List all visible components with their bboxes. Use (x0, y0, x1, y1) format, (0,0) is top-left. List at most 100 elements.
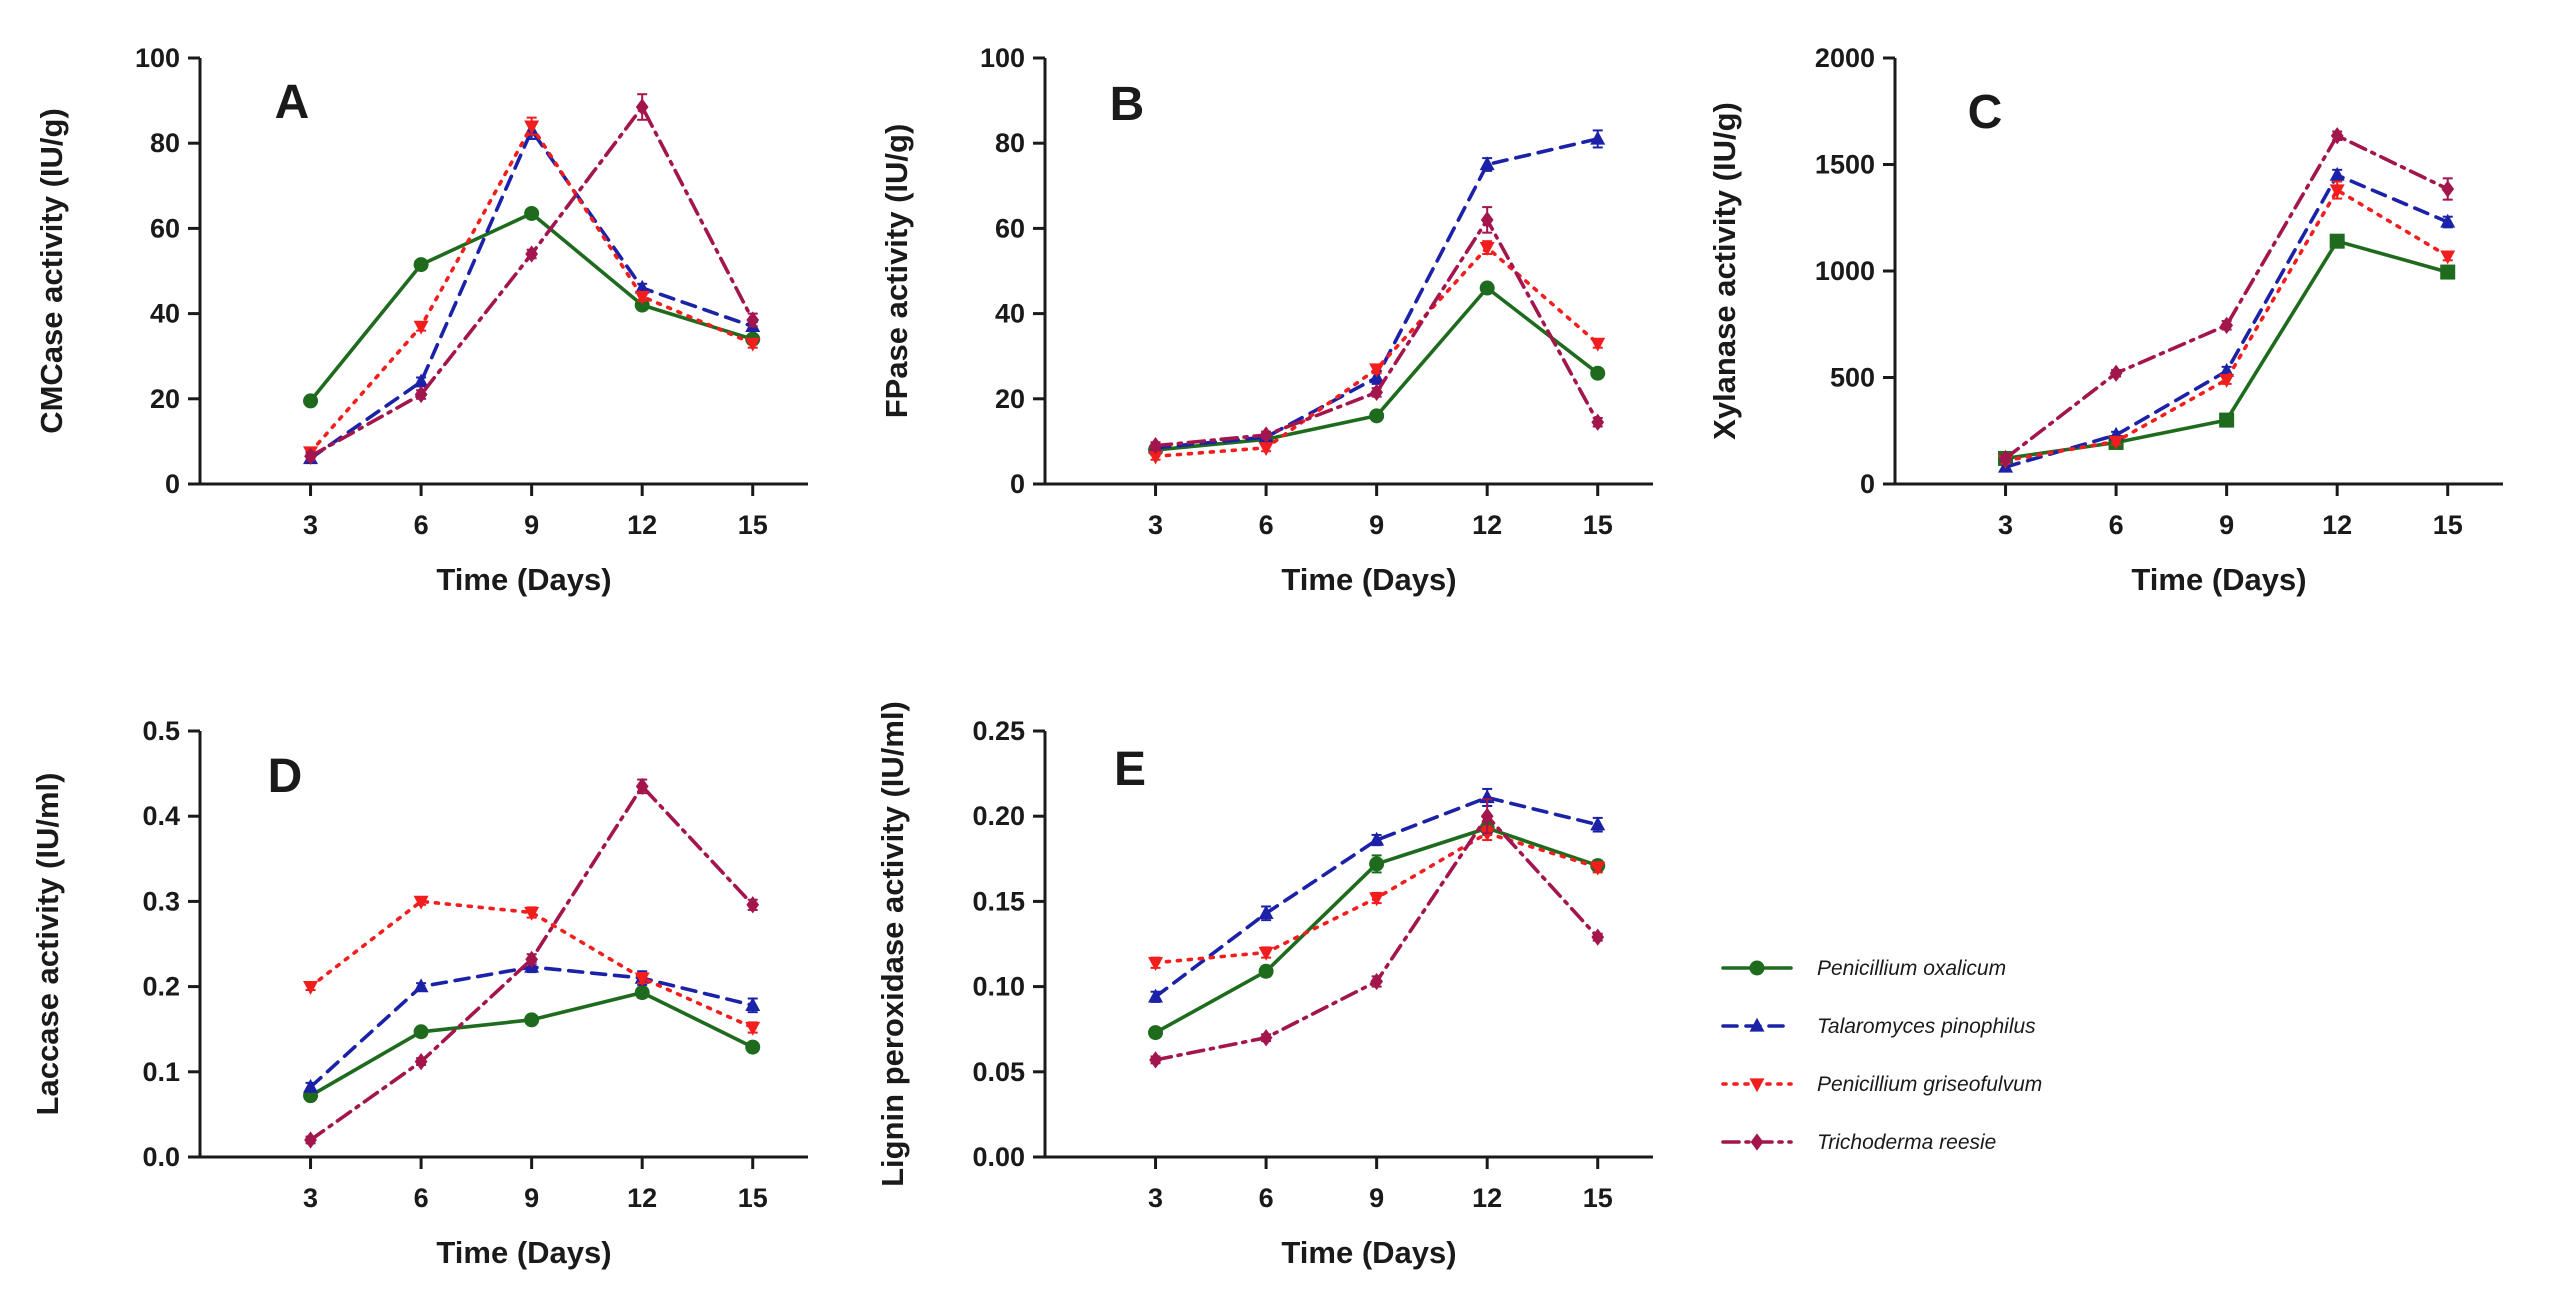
data-point (524, 120, 540, 135)
y-axis-title: FPase activity (IU/g) (879, 124, 914, 419)
x-tick-label: 3 (1998, 510, 2013, 540)
series-line (308, 211, 755, 403)
x-tick-label: 3 (1148, 1183, 1163, 1213)
y-tick-label: 20 (150, 384, 180, 414)
series-4 (1999, 127, 2455, 468)
data-point (634, 972, 650, 987)
series-1 (303, 205, 761, 409)
data-point (1479, 827, 1495, 842)
series-line (2003, 133, 2450, 461)
y-tick-label: 0.4 (142, 801, 180, 831)
x-tick-label: 12 (627, 1183, 657, 1213)
data-point (746, 311, 760, 329)
legend-label: Talaromyces pinophilus (1817, 1015, 2036, 1038)
data-point (1370, 383, 1384, 402)
data-point (1591, 928, 1605, 946)
data-point (745, 997, 761, 1011)
data-point (1369, 831, 1385, 846)
data-point (2441, 180, 2455, 198)
series-2 (303, 120, 761, 465)
y-tick-label: 0.1 (142, 1057, 180, 1087)
data-point (413, 895, 429, 910)
data-point (2220, 316, 2234, 334)
x-tick-label: 15 (738, 510, 768, 540)
data-point (1258, 946, 1274, 961)
data-point (414, 1052, 428, 1071)
x-tick-label: 9 (1369, 510, 1384, 540)
data-point (1480, 807, 1494, 825)
series-3 (1148, 240, 1606, 465)
y-tick-label: 20 (995, 384, 1025, 414)
series-4 (1149, 206, 1605, 455)
y-tick-label: 500 (1830, 363, 1875, 393)
data-point (1370, 972, 1384, 991)
data-point (304, 1131, 317, 1149)
x-tick-label: 3 (303, 1183, 318, 1213)
x-tick-label: 9 (524, 1183, 539, 1213)
data-point (2219, 412, 2235, 428)
x-tick-label: 9 (2219, 510, 2234, 540)
data-point (524, 1012, 540, 1028)
data-point (1590, 861, 1606, 876)
y-tick-label: 100 (135, 43, 180, 73)
series-4 (1149, 798, 1605, 1069)
legend-label: Penicillium griseofulvum (1817, 1073, 2042, 1096)
data-point (1149, 1051, 1162, 1069)
y-tick-label: 40 (150, 299, 180, 329)
y-tick-label: 1000 (1815, 256, 1875, 286)
panel-c: 0 500 1000 1500 2000 3 6 9 12 15 Time (Days) Xylana… (1707, 43, 2503, 597)
panel-letter: A (275, 76, 310, 129)
panel-b: 0 20 40 60 80 100 3 6 9 12 15 Time (Days) FPase acti… (879, 43, 1653, 597)
data-point (745, 1021, 761, 1036)
data-point (634, 279, 650, 294)
series-1 (303, 985, 761, 1104)
series-2 (1148, 787, 1606, 1003)
y-tick-label: 80 (150, 128, 180, 158)
data-point (745, 337, 761, 352)
data-point (414, 385, 428, 404)
y-tick-label: 0 (1860, 469, 1875, 499)
data-point (303, 393, 319, 409)
data-point (524, 906, 540, 921)
y-tick-label: 1500 (1815, 150, 1875, 180)
y-tick-label: 0.20 (972, 801, 1025, 831)
x-tick-label: 9 (524, 510, 539, 540)
data-point (2329, 233, 2345, 249)
y-axis-title: CMCase activity (IU/g) (34, 108, 69, 434)
data-point (1149, 437, 1162, 455)
series-line (1153, 795, 1600, 999)
y-axis-title: Xylanase activity (IU/g) (1707, 102, 1742, 440)
x-tick-label: 12 (1472, 1183, 1502, 1213)
series-3 (303, 116, 761, 461)
y-tick-label: 0.10 (972, 972, 1025, 1002)
data-point (1590, 337, 1606, 352)
data-point (1479, 156, 1495, 171)
y-axis-title: Lignin peroxidase activity (IU/ml) (875, 701, 910, 1187)
x-tick-label: 15 (1583, 510, 1613, 540)
panel-d: 0.0 0.1 0.2 0.3 0.4 0.5 3 6 9 12 15 Time (Days) Lacc… (30, 716, 808, 1270)
data-point (746, 896, 760, 914)
x-axis-title: Time (Days) (436, 1235, 611, 1270)
x-tick-label: 6 (1259, 510, 1274, 540)
data-point (1590, 365, 1606, 381)
data-point (303, 980, 319, 995)
data-point (635, 777, 649, 796)
x-tick-label: 15 (2433, 510, 2463, 540)
series-line (308, 899, 755, 1030)
y-tick-label: 0.0 (142, 1142, 180, 1172)
data-point (1259, 1029, 1273, 1047)
x-tick-label: 12 (1472, 510, 1502, 540)
x-tick-label: 9 (1369, 1183, 1384, 1213)
legend-marker (1749, 960, 1765, 976)
y-tick-label: 0.05 (972, 1057, 1025, 1087)
series-1 (1148, 820, 1606, 1041)
panel-e: 0.00 0.05 0.10 0.15 0.20 0.25 3 6 9 12 15 Time (Day… (875, 701, 1653, 1270)
panel-a: 0 20 40 60 80 100 3 6 9 12 15 Time (Days) CMCase act… (34, 43, 808, 597)
x-tick-label: 6 (1259, 1183, 1274, 1213)
data-point (1258, 442, 1274, 457)
data-point (2109, 364, 2123, 382)
data-point (1479, 280, 1495, 296)
y-tick-label: 0.00 (972, 1142, 1025, 1172)
panel-letter: C (1968, 86, 2003, 139)
